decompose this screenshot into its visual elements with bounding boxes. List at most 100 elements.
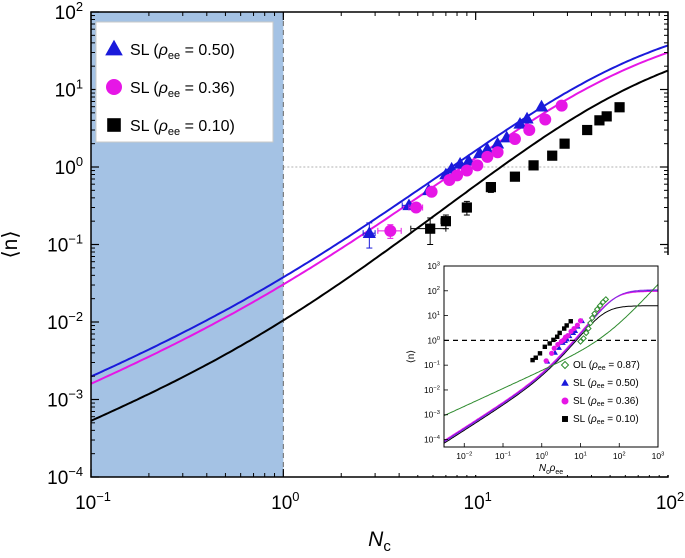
fit-curve <box>90 69 669 422</box>
inset-y-tick-label: 100 <box>427 335 440 345</box>
inset-data-point <box>588 314 596 322</box>
data-point <box>523 124 536 137</box>
legend-marker <box>106 79 122 95</box>
inset-data-point <box>530 357 535 363</box>
y-tick-label: 101 <box>55 77 83 102</box>
data-point <box>384 224 397 237</box>
data-point <box>528 160 539 171</box>
inset-x-tick-label: 102 <box>613 451 626 461</box>
inset-data-point <box>557 330 562 336</box>
legend-box <box>95 21 274 143</box>
inset-data-point <box>556 344 562 350</box>
inset-data-point <box>574 322 580 328</box>
inset-curve <box>444 283 658 417</box>
data-point <box>471 159 484 172</box>
data-point <box>539 113 552 126</box>
inset-x-tick-label: 10−1 <box>495 451 511 461</box>
inset-y-tick-label: 10−3 <box>424 410 440 420</box>
data-point <box>508 132 521 145</box>
inset-data-point <box>551 337 556 343</box>
inset-data-point <box>562 326 567 331</box>
legend-label: SL (ρee = 0.36) <box>130 80 235 100</box>
y-tick-label: 10−3 <box>47 387 83 412</box>
legend-label: SL (ρee = 0.10) <box>130 118 235 138</box>
inset-legend-label: SL (ρee = 0.50) <box>573 378 639 390</box>
data-point <box>490 136 505 149</box>
data-point <box>509 171 521 182</box>
inset-curves <box>444 283 658 444</box>
inset-data-point <box>577 318 584 324</box>
inset-legend-marker <box>561 378 569 386</box>
y-tick-label: 100 <box>55 154 83 179</box>
inset-data-point <box>591 310 598 317</box>
inset-data-point <box>596 302 604 310</box>
fit-curve <box>90 44 669 378</box>
inset-data-point <box>549 350 555 356</box>
data-point <box>534 99 549 112</box>
legend-marker <box>105 39 123 56</box>
data-point <box>425 185 438 198</box>
inset-data-point <box>537 351 543 356</box>
legend: SL (ρee = 0.50) SL (ρee = 0.36) SL (ρee = … <box>95 21 274 143</box>
inset-y-tick-label: 10−2 <box>424 385 440 395</box>
inset-curve <box>444 290 658 442</box>
legend-label: SL (ρee = 0.50) <box>130 42 235 62</box>
inset-curve <box>444 305 658 444</box>
inset-y-tick-label: 102 <box>427 286 440 296</box>
inset-data-point <box>564 323 569 328</box>
data-point <box>555 99 568 112</box>
inset-data-point <box>543 358 549 364</box>
inset-legend-label: SL (ρee = 0.10) <box>573 414 639 426</box>
inset-data-point <box>568 319 573 324</box>
inset-data-point <box>554 334 560 339</box>
inset-x-tick-label: 100 <box>535 451 548 461</box>
data-point <box>410 201 423 214</box>
inset-data-point <box>533 355 538 360</box>
inset-data-point <box>551 345 557 351</box>
inset-y-tick-label: 103 <box>427 261 440 271</box>
inset-legend-label: OL (ρee = 0.87) <box>573 360 640 372</box>
fit-curves <box>90 44 669 422</box>
inset-data-point <box>577 338 584 345</box>
x-tick-label: 100 <box>271 489 299 514</box>
inset-y-tick-label: 10−1 <box>424 360 440 370</box>
y-tick-label: 10−4 <box>47 464 83 489</box>
inset-legend-label: SL (ρee = 0.36) <box>573 396 639 408</box>
data-point <box>425 223 436 234</box>
data-point <box>614 102 625 113</box>
inset-legend-marker <box>562 416 568 422</box>
data-point <box>485 182 496 193</box>
y-tick-label: 102 <box>55 0 83 24</box>
inset-data-point <box>555 341 561 348</box>
x-tick-label: 101 <box>464 489 492 514</box>
data-point <box>491 146 504 159</box>
data-point <box>513 116 527 129</box>
inset-data-point <box>585 325 592 332</box>
inset-x-axis-label: Ncρee <box>539 463 563 476</box>
inset-data-point <box>542 344 548 350</box>
data-point <box>520 111 534 124</box>
data-point <box>582 124 593 136</box>
y-tick-label: 10−1 <box>47 232 83 257</box>
y-axis-label: ⟨n⟩ <box>0 230 22 258</box>
inset-data-point <box>602 296 610 303</box>
y-tick-label: 10−2 <box>47 309 83 334</box>
data-point <box>559 138 570 149</box>
inset-legend-marker <box>561 397 569 405</box>
inset-x-tick-label: 101 <box>574 451 587 461</box>
legend-marker <box>107 118 121 132</box>
x-tick-label: 102 <box>656 489 684 514</box>
inset-data-point <box>582 329 590 337</box>
inset-data-point <box>593 305 601 313</box>
data-point <box>601 111 612 122</box>
inset-x-tick-label: 103 <box>652 451 665 461</box>
inset-chart: 10−2 10−1 100 101 102 103 10−4 10−3 10−2 10−1 100 1… <box>400 255 670 476</box>
data-point <box>460 164 473 177</box>
inset-frame <box>443 265 659 448</box>
data-points <box>362 99 625 249</box>
inset-data-point <box>565 333 571 339</box>
data-point <box>362 226 376 238</box>
fit-curve <box>90 51 669 385</box>
inset-data-point <box>580 335 587 342</box>
inset-x-tick-label: 10−2 <box>456 451 472 461</box>
